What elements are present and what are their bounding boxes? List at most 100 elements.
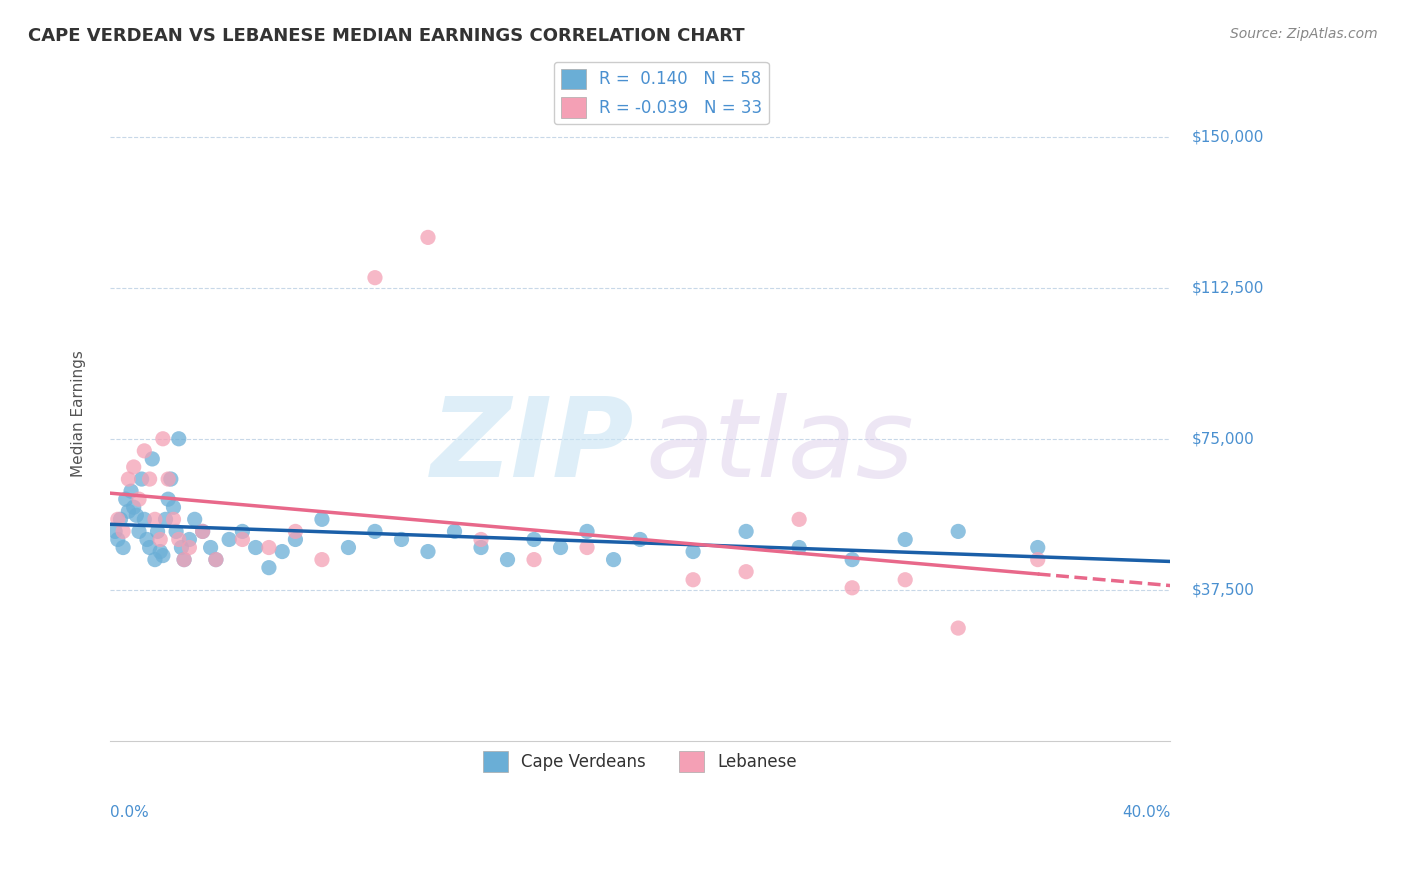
Point — [271, 544, 294, 558]
Point — [117, 504, 139, 518]
Point — [576, 524, 599, 539]
Point — [787, 541, 810, 555]
Point — [117, 472, 139, 486]
Point — [107, 533, 129, 547]
Point — [245, 541, 267, 555]
Point — [141, 451, 163, 466]
Point — [173, 552, 195, 566]
Point — [682, 573, 704, 587]
Point — [159, 472, 181, 486]
Point — [122, 500, 145, 515]
Point — [191, 524, 214, 539]
Text: CAPE VERDEAN VS LEBANESE MEDIAN EARNINGS CORRELATION CHART: CAPE VERDEAN VS LEBANESE MEDIAN EARNINGS… — [28, 27, 745, 45]
Point — [735, 524, 758, 539]
Legend: Cape Verdeans, Lebanese: Cape Verdeans, Lebanese — [477, 745, 804, 779]
Point — [496, 552, 519, 566]
Point — [152, 549, 174, 563]
Point — [470, 533, 492, 547]
Point — [149, 533, 172, 547]
Point — [128, 492, 150, 507]
Point — [602, 552, 624, 566]
Point — [107, 512, 129, 526]
Text: 0.0%: 0.0% — [110, 805, 149, 821]
Point — [576, 541, 599, 555]
Point — [149, 544, 172, 558]
Point — [162, 500, 184, 515]
Point — [364, 524, 387, 539]
Point — [470, 541, 492, 555]
Point — [170, 541, 193, 555]
Text: ZIP: ZIP — [432, 392, 634, 500]
Point — [191, 524, 214, 539]
Point — [257, 560, 280, 574]
Point — [167, 432, 190, 446]
Point — [311, 512, 333, 526]
Point — [416, 544, 439, 558]
Point — [128, 524, 150, 539]
Point — [311, 552, 333, 566]
Point — [131, 472, 153, 486]
Point — [205, 552, 228, 566]
Point — [443, 524, 465, 539]
Point — [894, 533, 917, 547]
Point — [104, 524, 127, 539]
Point — [231, 524, 253, 539]
Point — [841, 581, 863, 595]
Text: $37,500: $37,500 — [1191, 582, 1254, 598]
Point — [138, 541, 160, 555]
Point — [114, 492, 136, 507]
Point — [157, 492, 180, 507]
Point — [167, 533, 190, 547]
Point — [122, 460, 145, 475]
Point — [183, 512, 205, 526]
Point — [134, 512, 156, 526]
Point — [948, 524, 970, 539]
Point — [218, 533, 240, 547]
Point — [112, 541, 135, 555]
Point — [523, 552, 546, 566]
Point — [155, 512, 177, 526]
Point — [523, 533, 546, 547]
Point — [550, 541, 572, 555]
Point — [391, 533, 413, 547]
Point — [136, 533, 159, 547]
Point — [162, 512, 184, 526]
Text: 40.0%: 40.0% — [1122, 805, 1170, 821]
Point — [179, 533, 201, 547]
Point — [146, 524, 169, 539]
Text: atlas: atlas — [645, 392, 914, 500]
Point — [143, 512, 166, 526]
Point — [682, 544, 704, 558]
Point — [284, 524, 307, 539]
Point — [152, 432, 174, 446]
Point — [284, 533, 307, 547]
Point — [364, 270, 387, 285]
Point — [628, 533, 651, 547]
Point — [948, 621, 970, 635]
Point — [110, 512, 132, 526]
Point — [157, 472, 180, 486]
Point — [165, 524, 187, 539]
Point — [1026, 541, 1049, 555]
Y-axis label: Median Earnings: Median Earnings — [72, 351, 86, 477]
Point — [125, 508, 148, 523]
Text: $112,500: $112,500 — [1191, 280, 1264, 295]
Point — [841, 552, 863, 566]
Point — [787, 512, 810, 526]
Point — [231, 533, 253, 547]
Point — [257, 541, 280, 555]
Point — [112, 524, 135, 539]
Point — [894, 573, 917, 587]
Text: $75,000: $75,000 — [1191, 431, 1254, 446]
Point — [735, 565, 758, 579]
Point — [200, 541, 222, 555]
Point — [134, 443, 156, 458]
Point — [337, 541, 360, 555]
Point — [173, 552, 195, 566]
Point — [138, 472, 160, 486]
Point — [416, 230, 439, 244]
Point — [1026, 552, 1049, 566]
Point — [120, 484, 142, 499]
Point — [205, 552, 228, 566]
Point — [143, 552, 166, 566]
